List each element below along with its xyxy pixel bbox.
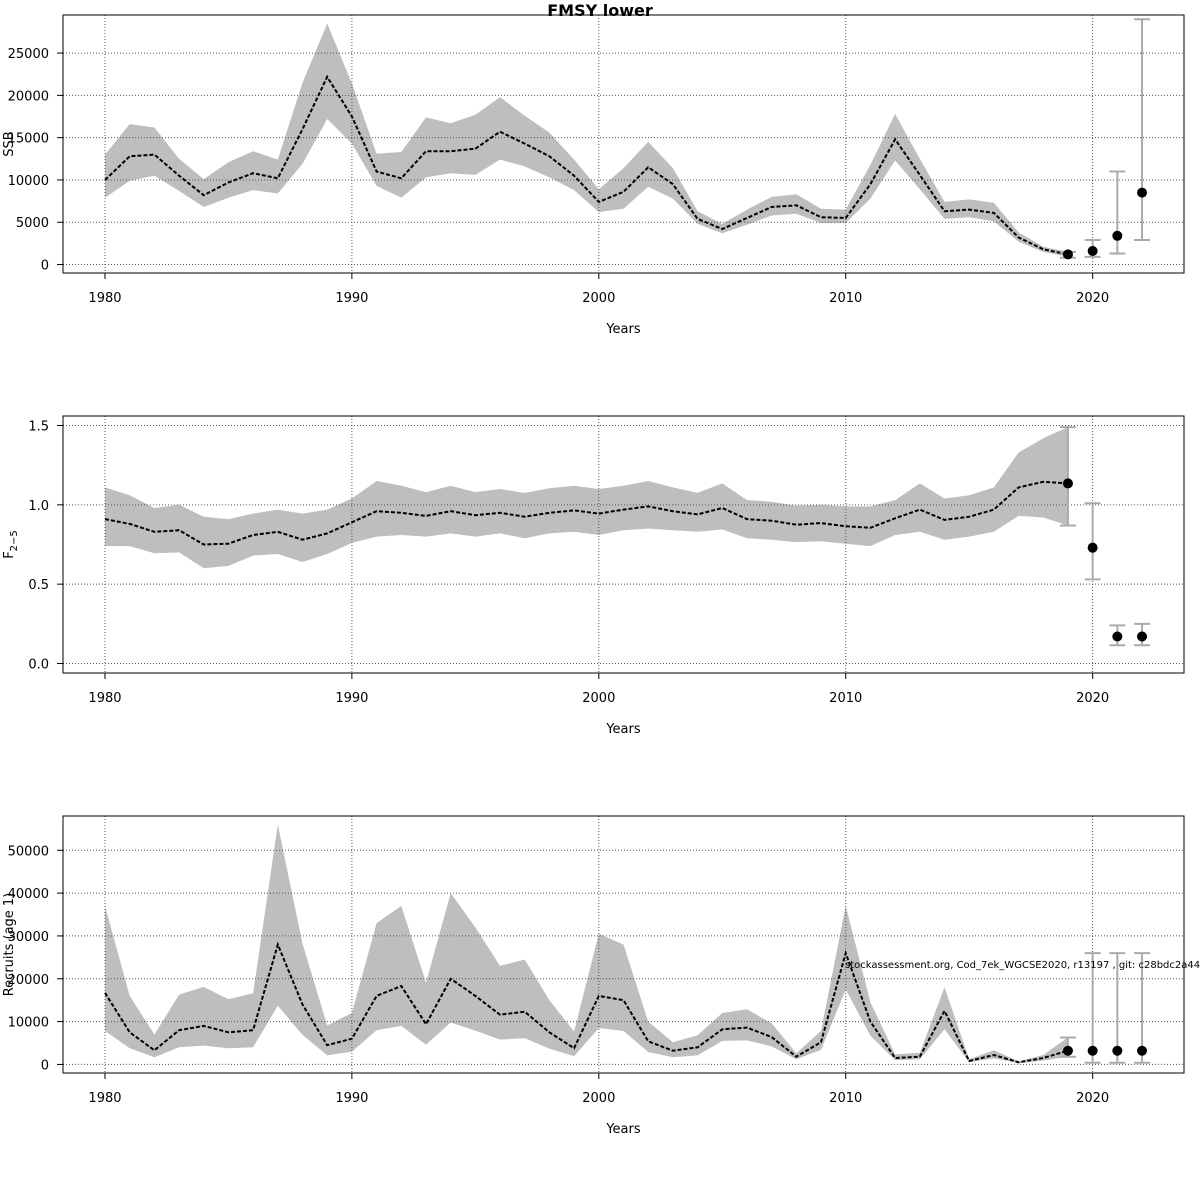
y-tick-label: 20000	[8, 973, 49, 988]
y-tick-label: 30000	[8, 930, 49, 945]
x-tick-label: 2010	[829, 1091, 862, 1106]
y-axis-title: F2−5	[2, 530, 20, 559]
x-axis-title: Years	[605, 1122, 641, 1137]
forecast-errorbar	[1109, 170, 1126, 255]
forecast-errorbar	[1084, 952, 1101, 1064]
estimate-line	[104, 74, 1069, 256]
y-tick-label: 1.5	[28, 420, 49, 435]
x-tick-label: 2000	[582, 1091, 615, 1106]
forecast-errorbar	[1059, 426, 1076, 527]
y-tick-label: 25000	[8, 47, 49, 62]
x-tick-label: 1990	[335, 691, 368, 706]
forecast-point	[1062, 249, 1073, 260]
x-tick-label: 1990	[335, 291, 368, 306]
forecast-errorbar	[1134, 952, 1151, 1064]
x-tick-label: 2000	[582, 291, 615, 306]
y-tick-label: 1.0	[28, 499, 49, 514]
forecast-point	[1137, 631, 1148, 642]
x-tick-label: 2010	[829, 691, 862, 706]
forecast-point	[1112, 1045, 1123, 1056]
forecast-point	[1137, 1045, 1148, 1056]
y-tick-label: 0	[41, 259, 49, 274]
y-axis-title: SSB	[2, 131, 17, 156]
y-tick-label: 50000	[8, 844, 49, 859]
confidence-band	[105, 23, 1068, 257]
forecast-point	[1087, 246, 1098, 257]
forecast-point	[1112, 230, 1123, 241]
plot-frame	[62, 415, 1185, 674]
x-tick-label: 2010	[829, 291, 862, 306]
provenance-annotation: stockassessment.org, Cod_7ek_WGCSE2020, …	[845, 960, 1200, 971]
confidence-band	[105, 824, 1068, 1064]
forecast-point	[1112, 631, 1123, 642]
y-tick-label: 5000	[16, 216, 49, 231]
plot-frame	[62, 815, 1185, 1074]
x-tick-label: 1980	[88, 291, 121, 306]
plot-frame	[62, 14, 1185, 274]
y-tick-label: 0.5	[28, 578, 49, 593]
forecast-point	[1062, 478, 1073, 489]
panel-1: 1980 1990 2000 2010 2020 0 5000 10000 15000 20000…	[2, 14, 1185, 337]
y-tick-label: 10000	[8, 1016, 49, 1031]
y-axis-title: Recruits (age 1)	[2, 893, 17, 997]
panels: 1980 1990 2000 2010 202005000100001500020000…	[2, 14, 1185, 1137]
x-tick-label: 2020	[1076, 691, 1109, 706]
y-tick-label: 0	[41, 1058, 49, 1073]
forecast-errorbar	[1109, 952, 1126, 1064]
chart-title: FMSY lower	[547, 1, 653, 20]
y-tick-label: 20000	[8, 89, 49, 104]
y-axis-title-subscript: 2−5	[9, 530, 20, 551]
x-tick-label: 1990	[335, 1091, 368, 1106]
x-tick-label: 2020	[1076, 1091, 1109, 1106]
panel-2: 1980 1990 2000 2010 2020 0.0 0.5 1.0 1.5 Years F2−…	[2, 415, 1185, 737]
y-tick-label: 0.0	[28, 657, 49, 672]
x-tick-label: 2020	[1076, 291, 1109, 306]
forecast-errorbar	[1134, 18, 1151, 242]
forecast-point	[1137, 187, 1148, 198]
x-tick-label: 2000	[582, 691, 615, 706]
x-axis-title: Years	[605, 322, 641, 337]
forecast-point	[1062, 1045, 1073, 1056]
estimate-line	[104, 941, 1069, 1064]
x-tick-label: 1980	[88, 1091, 121, 1106]
y-tick-label: 15000	[8, 132, 49, 147]
x-tick-label: 1980	[88, 691, 121, 706]
forecast-point	[1087, 542, 1098, 553]
confidence-band	[105, 427, 1068, 569]
forecast-errorbar	[1084, 502, 1101, 581]
panel-3: 1980 1990 2000 2010 2020 0 10000 20000 30000 4000…	[2, 815, 1185, 1137]
y-tick-label: 40000	[8, 887, 49, 902]
y-tick-label: 10000	[8, 174, 49, 189]
forecast-point	[1087, 1045, 1098, 1056]
x-axis-title: Years	[605, 722, 641, 737]
